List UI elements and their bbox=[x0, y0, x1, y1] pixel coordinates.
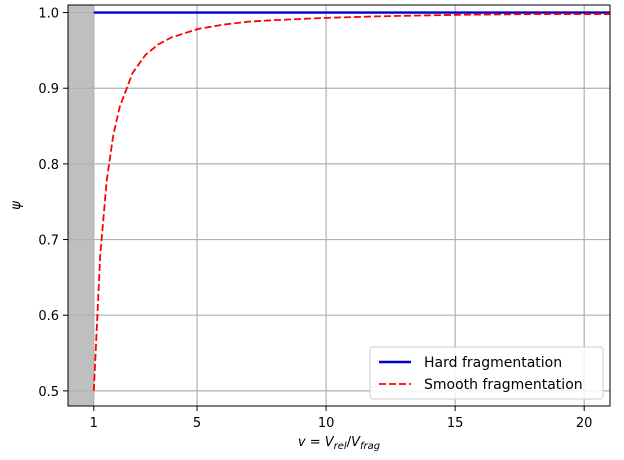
y-tick-label: 0.6 bbox=[38, 309, 59, 324]
y-tick-label: 0.9 bbox=[38, 82, 59, 97]
legend-label-1: Smooth fragmentation bbox=[424, 377, 583, 393]
y-axis-label: ψ bbox=[9, 201, 24, 210]
x-tick-label: 15 bbox=[447, 416, 464, 431]
legend-label-0: Hard fragmentation bbox=[424, 355, 562, 371]
series-line-1 bbox=[92, 13, 610, 391]
x-tick-label: 20 bbox=[576, 416, 593, 431]
shaded-region bbox=[68, 5, 94, 406]
y-tick-label: 0.7 bbox=[38, 234, 59, 249]
axes-frame bbox=[67, 4, 611, 407]
x-tick-label: 10 bbox=[318, 416, 335, 431]
x-tick-label: 1 bbox=[90, 416, 98, 431]
y-tick-label: 1.0 bbox=[38, 7, 59, 22]
y-tick-label: 0.8 bbox=[38, 158, 59, 173]
x-tick-label: 5 bbox=[193, 416, 201, 431]
x-axis-label: v = Vrel/Vfrag bbox=[298, 435, 380, 452]
y-tick-label: 0.5 bbox=[38, 385, 59, 400]
legend-box bbox=[369, 346, 604, 400]
